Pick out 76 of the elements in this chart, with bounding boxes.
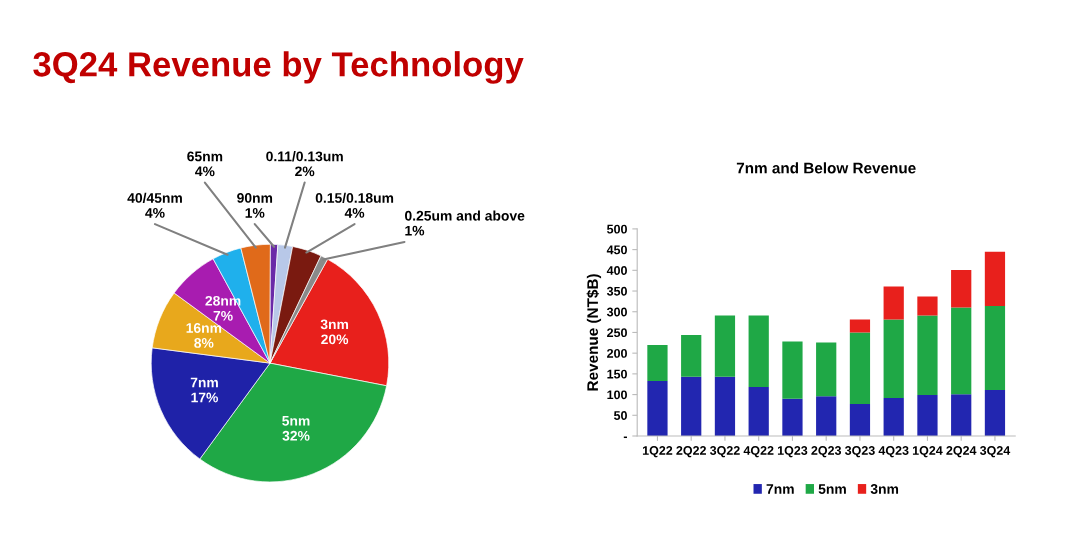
- data-label: 4%: [145, 208, 165, 218]
- legend-label: 3nm: [870, 484, 899, 494]
- bar: [984, 390, 1006, 436]
- x-tick-label: 4Q23: [878, 446, 909, 458]
- x-tick-label: 2Q23: [811, 446, 842, 458]
- legend-label: 5nm: [818, 484, 846, 494]
- bar: [917, 296, 938, 316]
- data-label: 4%: [195, 166, 215, 177]
- slice-label: 3nm: [320, 319, 349, 330]
- bar: [984, 251, 1006, 306]
- y-tick-label: 250: [607, 328, 627, 338]
- y-tick-label: 400: [606, 266, 627, 275]
- chart-title: 7nm and Below Revenue: [736, 162, 916, 174]
- data-label: 7%: [213, 310, 233, 321]
- slice-label: 7nm: [190, 377, 218, 388]
- bar: [782, 398, 803, 436]
- bar: [816, 342, 837, 397]
- bar: [984, 305, 1006, 391]
- y-tick-label: 100: [607, 390, 627, 400]
- bar: [849, 332, 871, 405]
- bar: [816, 396, 837, 436]
- slice-label: 40/45nm: [127, 192, 182, 204]
- x-tick-label: 3Q23: [844, 446, 875, 458]
- legend-label: 7nm: [766, 484, 794, 494]
- y-tick-label: 50: [613, 411, 627, 420]
- y-tick-label: 450: [606, 245, 627, 255]
- data-label: 1%: [245, 208, 265, 218]
- slice-label: 90nm: [237, 193, 273, 203]
- bar: [917, 315, 938, 395]
- bar: [951, 394, 972, 436]
- bar: [883, 397, 904, 436]
- x-tick-label: 1Q23: [777, 446, 808, 458]
- data-label: 8%: [194, 338, 214, 348]
- bar: [849, 404, 871, 436]
- y-tick-label: 300: [606, 307, 627, 317]
- x-tick-label: 2Q22: [676, 446, 706, 458]
- bar: [782, 341, 803, 399]
- bar: [883, 319, 904, 398]
- x-tick-label: 3Q24: [979, 446, 1011, 458]
- data-label: 20%: [321, 334, 349, 345]
- data-label: 1%: [405, 225, 425, 236]
- y-tick-label: -: [623, 436, 627, 439]
- y-tick-label: 500: [607, 224, 627, 234]
- bar: [714, 376, 736, 436]
- bar: [883, 286, 904, 320]
- bar: [849, 319, 871, 333]
- bar: [951, 269, 972, 308]
- y-tick-label: 150: [607, 369, 627, 379]
- y-tick-label: 200: [607, 348, 627, 358]
- slice-label: 0.25um and above: [405, 210, 525, 221]
- bar: [647, 380, 668, 436]
- bar: [714, 315, 736, 377]
- x-tick-label: 4Q22: [743, 446, 774, 458]
- x-tick-label: 2Q24: [946, 446, 977, 458]
- bar: [681, 334, 702, 377]
- slice-label: 0.15/0.18um: [315, 192, 394, 204]
- bar: [647, 344, 668, 381]
- chart-title: 3Q24 Revenue by Technology: [33, 51, 524, 84]
- data-label: 4%: [344, 208, 365, 218]
- bar: [951, 307, 972, 395]
- slice-label: 0.11/0.13um: [266, 151, 343, 162]
- bar: [917, 394, 938, 436]
- slice-label: 65nm: [187, 151, 223, 162]
- data-label: 32%: [282, 430, 310, 441]
- data-label: 17%: [191, 392, 219, 403]
- data-label: 2%: [295, 166, 315, 177]
- slice-label: 5nm: [282, 416, 310, 426]
- x-tick-label: 1Q22: [642, 446, 673, 458]
- x-tick-label: 3Q22: [709, 446, 740, 458]
- bar: [748, 315, 769, 388]
- y-tick-label: 350: [606, 286, 627, 296]
- bar: [748, 387, 769, 436]
- x-tick-label: 1Q24: [912, 446, 943, 458]
- slice-label: 16nm: [186, 323, 222, 333]
- bar: [681, 376, 702, 436]
- y-axis-title: Revenue (NT$B): [586, 274, 602, 391]
